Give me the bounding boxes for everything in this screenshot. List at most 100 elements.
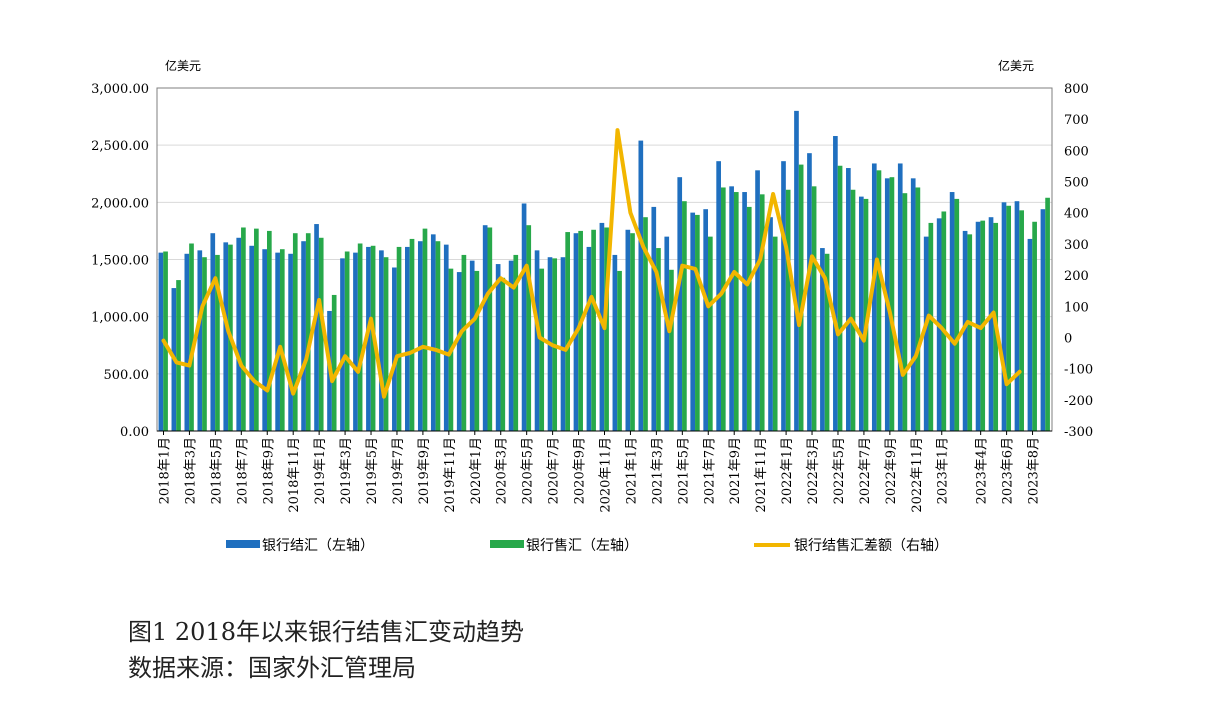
settlement-bar: [417, 241, 423, 431]
x-tick-label: 2018年1月: [158, 437, 173, 504]
right-tick-label: -100: [1064, 363, 1093, 378]
sale-bar: [474, 270, 480, 431]
legend-label-settlement: 银行结汇（左轴）: [262, 538, 374, 554]
sale-bar: [1045, 197, 1050, 431]
settlement-bar: [897, 163, 903, 431]
settlement-bar: [275, 252, 280, 431]
sale-bar: [487, 227, 493, 431]
x-tick-label: 2020年1月: [469, 437, 484, 504]
sale-bar: [318, 237, 324, 431]
sale-bar: [798, 164, 804, 431]
sale-bars: [163, 164, 1050, 431]
sale-bar: [539, 268, 545, 431]
settlement-bar: [197, 250, 203, 431]
x-tick-label: 2019年11月: [443, 437, 458, 513]
settlement-bar: [456, 272, 462, 431]
settlement-bar: [820, 248, 825, 431]
x-tick-label: 2021年1月: [624, 437, 639, 504]
sale-bar: [746, 206, 752, 431]
settlement-bar: [560, 257, 566, 431]
settlement-bar: [469, 260, 475, 431]
settlement-bar: [625, 229, 631, 431]
sale-bar: [513, 254, 519, 431]
settlement-bar: [794, 110, 799, 431]
sale-bar: [954, 198, 960, 431]
x-tick-label: 2019年5月: [365, 437, 380, 504]
sale-bar: [1019, 210, 1024, 431]
settlement-bar: [755, 170, 760, 431]
x-tick-label: 2019年3月: [339, 437, 354, 504]
balance-line-group: [161, 128, 1022, 399]
x-tick-label: 2023年4月: [975, 437, 990, 504]
left-tick-label: 2,500.00: [91, 139, 149, 154]
settlement-bar: [638, 140, 644, 432]
settlement-bar: [314, 224, 319, 431]
x-tick-label: 2018年9月: [261, 437, 276, 504]
x-axis-ticks: 2018年1月 2018年3月 2018年5月 2018年7月 2018年9月 2018年…: [158, 431, 1042, 513]
left-tick-label: 0.00: [120, 425, 149, 440]
sale-bar: [850, 189, 856, 431]
sale-bar: [409, 238, 415, 431]
sale-bar: [837, 165, 843, 431]
settlement-bar: [405, 246, 410, 431]
x-tick-label: 2022年9月: [884, 437, 899, 504]
sale-bar: [1006, 205, 1012, 431]
right-tick-label: 700: [1064, 113, 1089, 128]
x-tick-label: 2021年9月: [728, 437, 743, 504]
bank-fx-chart: 0.00 500.00 1,000.00 1,500.00 2,000.00 2,500.…: [91, 58, 1093, 554]
sale-bar: [669, 269, 674, 431]
settlement-bar: [508, 260, 514, 431]
settlement-bar: [858, 196, 864, 431]
settlement-bar: [923, 236, 929, 431]
settlement-bar: [962, 230, 968, 431]
legend-swatch-sale: [490, 540, 524, 548]
sale-bar: [578, 230, 583, 431]
sale-bar: [656, 248, 661, 431]
settlement-bar: [210, 233, 216, 431]
sale-bar: [604, 227, 609, 431]
settlement-bar: [871, 163, 877, 431]
settlement-bar: [1001, 202, 1007, 431]
left-tick-label: 3,000.00: [91, 82, 149, 97]
sale-bar: [902, 193, 908, 431]
sale-bar: [176, 280, 181, 431]
settlement-bar: [833, 136, 838, 431]
sale-bar: [630, 233, 635, 431]
legend-swatch-settlement: [226, 540, 260, 548]
sale-bar: [720, 187, 726, 431]
settlement-bar: [262, 249, 267, 431]
x-tick-label: 2020年9月: [573, 437, 588, 504]
settlement-bar: [158, 252, 164, 431]
settlement-bar: [690, 212, 696, 431]
x-tick-label: 2023年6月: [1001, 437, 1016, 504]
sale-bar: [941, 211, 947, 431]
settlement-bar: [534, 250, 540, 431]
sale-bar: [396, 246, 402, 431]
x-tick-label: 2021年3月: [650, 437, 665, 504]
legend-label-balance: 银行结售汇差额（右轴）: [794, 538, 948, 554]
x-tick-label: 2022年7月: [858, 437, 873, 504]
settlement-bar: [392, 267, 397, 431]
settlement-bar: [910, 178, 916, 431]
right-tick-label: 500: [1064, 176, 1089, 191]
right-tick-label: 200: [1064, 269, 1089, 284]
settlement-bar: [249, 245, 255, 431]
x-tick-label: 2019年1月: [313, 437, 328, 504]
sale-bar: [915, 187, 921, 431]
legend: 银行结汇（左轴） 银行售汇（左轴） 银行结售汇差额（右轴）: [226, 538, 948, 554]
settlement-bar: [482, 225, 488, 431]
settlement-bar: [236, 237, 242, 431]
sale-bar: [643, 217, 648, 431]
right-tick-label: -200: [1064, 394, 1093, 409]
left-axis-ticks: 0.00 500.00 1,000.00 1,500.00 2,000.00 2,500.…: [91, 82, 149, 440]
sale-bar: [331, 294, 337, 431]
settlement-bar: [781, 161, 786, 431]
sale-bar: [526, 225, 532, 431]
sale-bar: [695, 214, 700, 431]
settlement-bar: [1040, 209, 1046, 431]
settlement-bar: [366, 246, 371, 431]
sale-bar: [708, 236, 713, 431]
sale-bar: [383, 257, 389, 431]
settlement-bar: [846, 168, 851, 432]
x-tick-label: 2018年7月: [235, 437, 250, 504]
